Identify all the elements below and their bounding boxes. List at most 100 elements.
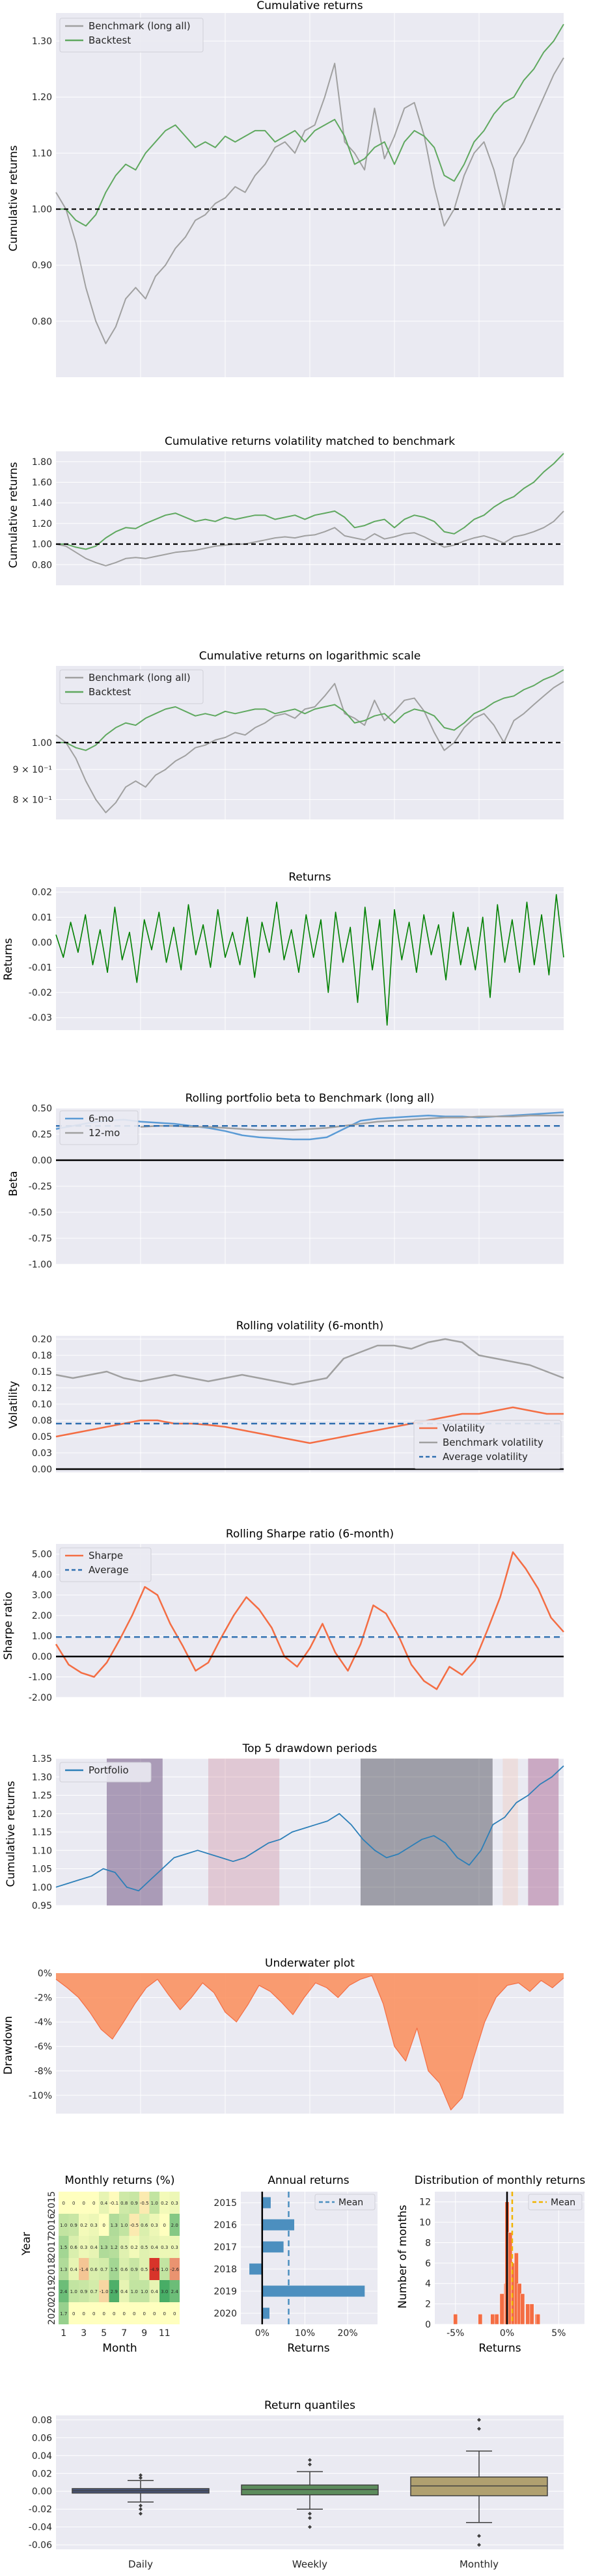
- outlier-point: [308, 2458, 312, 2462]
- plot-area: 0.02 0.01 0.00 -0.01 -0.02 -0.03: [29, 887, 564, 1030]
- y-tick-label: 1.00: [32, 738, 52, 749]
- y-axis-label: Beta: [7, 1171, 20, 1196]
- drawdown-band: [361, 1759, 493, 1905]
- underwater-area: [56, 1973, 564, 2110]
- heatmap-cell: [149, 2192, 159, 2214]
- chart-title: Rolling portfolio beta to Benchmark (lon…: [186, 1092, 435, 1105]
- plot-area: 0.80 0.90 1.00 1.10 1.20 1.30 Benchmark (long …: [32, 13, 564, 377]
- histogram-bar: [525, 2304, 530, 2325]
- series-line: [56, 453, 564, 550]
- y-tick-label: 2020: [213, 2309, 237, 2319]
- heatmap-cell-label: 0.4: [90, 2245, 98, 2250]
- legend-label: Backtest: [89, 686, 131, 698]
- y-tick-label: 0.10: [32, 1400, 52, 1410]
- monthly-returns-heatmap: Monthly returns (%) Year Month 0 0 0 0 0.4 -0…: [20, 2174, 180, 2355]
- x-tick-label: 5%: [551, 2328, 566, 2339]
- heatmap-cell: [89, 2236, 99, 2258]
- heatmap-cell: [139, 2302, 150, 2324]
- y-tick-label: -1.00: [29, 1673, 52, 1683]
- plot-area: 0% 10% 20% 2015 2016 2017 2018 2019 2020 Mean: [213, 2192, 378, 2339]
- series-line: [55, 1765, 564, 1892]
- y-tick-label: 0.00: [32, 2487, 52, 2497]
- heatmap-cell: [59, 2236, 69, 2258]
- heatmap-cell-label: 0.6: [120, 2267, 128, 2272]
- plot-area: 0.80 1.00 1.20 1.40 1.60 1.80: [32, 451, 564, 585]
- y-tick-label: 0.00: [32, 1652, 52, 1662]
- annual-bar: [262, 2197, 271, 2209]
- x-axis-label: Month: [102, 2342, 137, 2355]
- outlier-point: [477, 2534, 481, 2538]
- y-tick-label: 0.04: [32, 2451, 52, 2462]
- annual-bar: [249, 2263, 262, 2275]
- legend-box: [528, 2194, 583, 2211]
- heatmap-cell: [99, 2192, 109, 2214]
- y-tick-label: 1.35: [32, 1754, 52, 1764]
- heatmap-cell-label: 0.5: [141, 2245, 148, 2250]
- heatmap-cell-label: 0.6: [90, 2267, 98, 2272]
- chart-title: Cumulative returns: [256, 0, 363, 12]
- y-tick-label: 0.02: [32, 2469, 52, 2479]
- outlier-point: [308, 2512, 312, 2516]
- y-tick-label: -2%: [34, 1993, 52, 2004]
- plot-area: 0.08 0.06 0.04 0.02 0.00 -0.02 -0.04 -0.06 Daily…: [29, 2415, 564, 2570]
- y-tick-label: -4%: [34, 2017, 52, 2028]
- cumulative-returns-chart: Cumulative returns Cumulative returns 0.…: [7, 0, 564, 377]
- histogram-bar: [536, 2314, 541, 2325]
- y-tick-label: 1.20: [32, 1809, 52, 1820]
- x-tick-label: 11: [159, 2328, 171, 2339]
- y-tick-label: 8 × 10⁻¹: [13, 795, 52, 805]
- histogram-bar: [494, 2314, 499, 2325]
- heatmap-cell: [119, 2302, 130, 2324]
- annual-bar: [262, 2241, 284, 2253]
- heatmap-cell-label: 0.4: [151, 2245, 159, 2250]
- heatmap-cell-label: 1.0: [151, 2201, 158, 2206]
- histogram-bar: [453, 2314, 458, 2325]
- y-tick-label: 0.02: [32, 888, 52, 898]
- heatmap-cell: [149, 2214, 159, 2236]
- heatmap-cell-label: 0: [103, 2223, 105, 2228]
- y-tick-label: -0.75: [29, 1234, 52, 1244]
- y-axis-label: Number of months: [397, 2205, 409, 2309]
- y-tick-label: -10%: [29, 2091, 52, 2101]
- heatmap-cell-label: 1.0: [60, 2223, 67, 2228]
- heatmap-cell-label: 0.2: [80, 2223, 87, 2228]
- y-tick-label: 0.80: [32, 560, 52, 570]
- heatmap-cell-label: 0.8: [120, 2201, 128, 2206]
- underwater-chart: Underwater plot Drawdown 0% -2% -4% -6% -8% -…: [2, 1957, 564, 2114]
- outlier-point: [139, 2503, 143, 2508]
- heatmap-cell: [119, 2214, 130, 2236]
- heatmap-cell-label: 0: [153, 2311, 156, 2317]
- y-tick-label: -0.06: [29, 2540, 52, 2551]
- heatmap-cell-label: 1.3: [111, 2223, 118, 2228]
- y-tick-label: 0.03: [32, 1448, 52, 1459]
- x-tick-label: Weekly: [292, 2558, 327, 2570]
- heatmap-cell: [68, 2236, 79, 2258]
- heatmap-cell-label: 0: [83, 2311, 85, 2317]
- heatmap-cell-label: -0.5: [140, 2201, 149, 2206]
- heatmap-cell: [109, 2236, 119, 2258]
- histogram-bar: [490, 2314, 495, 2325]
- heatmap-cell-label: 0: [163, 2223, 166, 2228]
- x-tick-label: 9: [141, 2328, 147, 2339]
- heatmap-cell: [109, 2280, 119, 2302]
- y-tick-label: 8: [425, 2238, 431, 2248]
- heatmap-cell-label: 0.9: [131, 2201, 138, 2206]
- heatmap-cell-label: 0.7: [100, 2267, 107, 2272]
- legend-label: Backtest: [89, 34, 131, 46]
- y-tick-label: -0.02: [29, 2504, 52, 2515]
- heatmap-cell-label: -1.4: [79, 2267, 89, 2272]
- drawdown-band: [502, 1759, 518, 1905]
- outlier-point: [477, 2543, 481, 2547]
- heatmap-cell-label: 0: [133, 2311, 135, 2317]
- outlier-point: [477, 2426, 481, 2431]
- y-tick-label: -0.03: [29, 1013, 52, 1024]
- heatmap-cell-label: 0.9: [80, 2289, 87, 2294]
- y-tick-label: -0.04: [29, 2523, 52, 2533]
- heatmap-cell-label: 1.2: [111, 2245, 118, 2250]
- rolling-volatility-chart: Rolling volatility (6-month) Volatility …: [7, 1320, 564, 1475]
- legend-box: [59, 1762, 152, 1783]
- y-tick-label: 9 × 10⁻¹: [13, 765, 52, 775]
- heatmap-cell: [79, 2280, 89, 2302]
- heatmap-cell: [59, 2192, 69, 2214]
- heatmap-cell-label: 2.9: [111, 2289, 118, 2294]
